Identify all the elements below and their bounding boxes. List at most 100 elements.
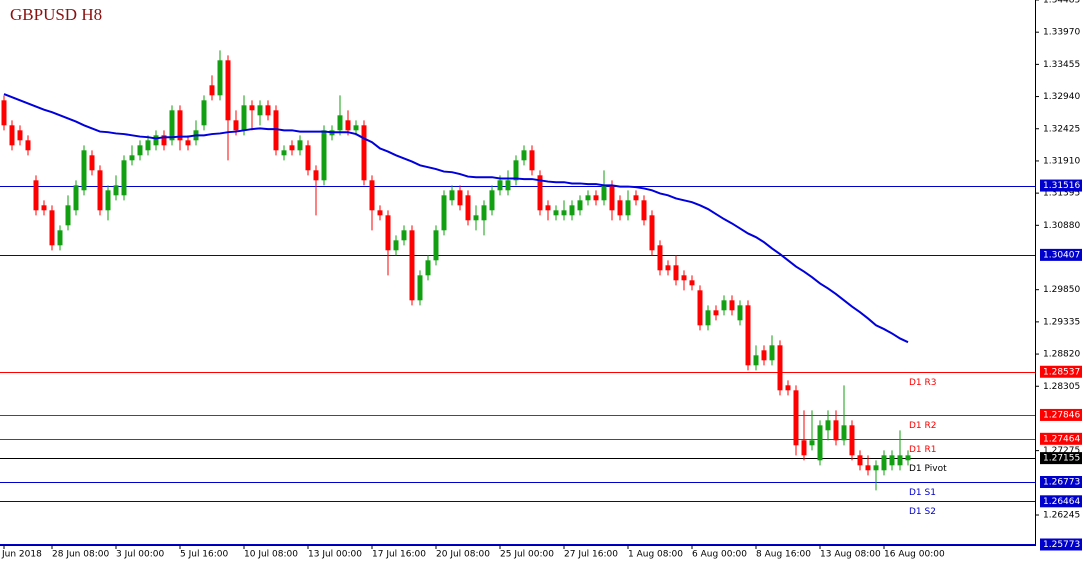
- x-tick-label: 3 Jul 00:00: [116, 550, 165, 560]
- candle-body: [185, 140, 191, 146]
- candle-body: [457, 190, 463, 206]
- x-tick-label: 20 Jul 08:00: [436, 550, 490, 560]
- candle-body: [409, 230, 415, 301]
- x-tick-label: 16 Aug 00:00: [884, 550, 945, 560]
- x-tick-label: 6 Aug 00:00: [692, 550, 747, 560]
- candle-body: [633, 195, 639, 201]
- chart-title: GBPUSD H8: [10, 5, 102, 24]
- candle-body: [801, 440, 807, 456]
- candle-body: [577, 200, 583, 211]
- candle-body: [681, 275, 687, 281]
- candle-body: [729, 300, 735, 311]
- candle-body: [177, 110, 183, 141]
- candle-body: [209, 85, 215, 96]
- y-tick-label: 1.32940: [1043, 92, 1080, 102]
- candle-body: [305, 145, 311, 171]
- level-price: 1.31516: [1043, 181, 1080, 191]
- x-tick-label: 25 Jul 00:00: [500, 550, 554, 560]
- x-tick-label: 13 Aug 08:00: [820, 550, 881, 560]
- level-name: D1 S1: [909, 488, 936, 498]
- candle-body: [313, 170, 319, 181]
- y-tick-label: 1.34485: [1043, 0, 1080, 6]
- level-price-box: [1040, 452, 1082, 465]
- candle-body: [145, 140, 151, 151]
- candle-body: [97, 170, 103, 211]
- candle-body: [385, 215, 391, 251]
- candle-body: [793, 390, 799, 446]
- level-price: 1.26773: [1043, 478, 1080, 488]
- y-tick-label: 1.28820: [1043, 350, 1080, 360]
- level-price: 1.27155: [1043, 454, 1080, 464]
- candle-body: [297, 140, 303, 151]
- candle-body: [465, 195, 471, 221]
- candle-body: [497, 180, 503, 191]
- candle-body: [281, 150, 287, 156]
- candle-body: [809, 440, 815, 446]
- candle-body: [745, 305, 751, 366]
- candle-body: [649, 215, 655, 251]
- y-tick-label: 1.28305: [1043, 382, 1080, 392]
- candle-body: [905, 455, 911, 461]
- candle-body: [489, 190, 495, 211]
- y-tick-label: 1.30880: [1043, 221, 1080, 231]
- candle-body: [449, 190, 455, 201]
- candle-body: [289, 145, 295, 151]
- candle-body: [481, 205, 487, 221]
- level-price: 1.25773: [1043, 540, 1080, 550]
- level-name: D1 R2: [909, 421, 937, 431]
- candle-body: [665, 265, 671, 271]
- candle-body: [153, 135, 159, 146]
- candle-body: [873, 465, 879, 471]
- candle-body: [425, 260, 431, 276]
- candle-body: [65, 205, 71, 226]
- candle-body: [841, 425, 847, 441]
- candle-body: [769, 345, 775, 361]
- candle-body: [561, 210, 567, 216]
- level-price-box: [1040, 408, 1082, 421]
- candle-body: [417, 275, 423, 301]
- candle-body: [713, 310, 719, 316]
- candle-body: [161, 135, 167, 146]
- candle-body: [321, 130, 327, 181]
- candle-body: [345, 120, 351, 131]
- candle-body: [657, 245, 663, 271]
- candle-body: [337, 115, 343, 131]
- candle-body: [505, 180, 511, 191]
- y-tick-label: 1.29850: [1043, 285, 1080, 295]
- level-name: D1 S2: [909, 507, 936, 517]
- candle-body: [609, 185, 615, 211]
- candle-body: [617, 200, 623, 216]
- candle-body: [201, 100, 207, 126]
- level-price: 1.26464: [1043, 497, 1080, 507]
- y-tick-label: 1.33455: [1043, 60, 1080, 70]
- candle-body: [73, 185, 79, 211]
- candle-body: [849, 425, 855, 456]
- y-tick-label: 1.26245: [1043, 511, 1080, 521]
- candle-body: [233, 120, 239, 131]
- candle-body: [369, 180, 375, 211]
- candle-body: [393, 240, 399, 251]
- candle-body: [473, 215, 479, 221]
- candle-body: [761, 350, 767, 361]
- level-price: 1.28537: [1043, 367, 1080, 377]
- y-tick-label: 1.32425: [1043, 124, 1080, 134]
- candle-body: [865, 465, 871, 471]
- candle-body: [33, 180, 39, 211]
- level-price-box: [1040, 179, 1082, 192]
- candle-body: [9, 125, 15, 146]
- level-price-box: [1040, 476, 1082, 488]
- candle-body: [857, 455, 863, 466]
- x-tick-label: 13 Jul 00:00: [308, 550, 362, 560]
- candle-body: [81, 150, 87, 191]
- candle-body: [753, 355, 759, 366]
- candle-body: [689, 280, 695, 286]
- candle-body: [625, 200, 631, 216]
- candle-body: [121, 160, 127, 196]
- x-tick-label: 5 Jul 16:00: [180, 550, 229, 560]
- candle-body: [897, 455, 903, 466]
- candle-body: [257, 105, 263, 116]
- candle-body: [521, 150, 527, 161]
- level-price: 1.27464: [1043, 434, 1080, 444]
